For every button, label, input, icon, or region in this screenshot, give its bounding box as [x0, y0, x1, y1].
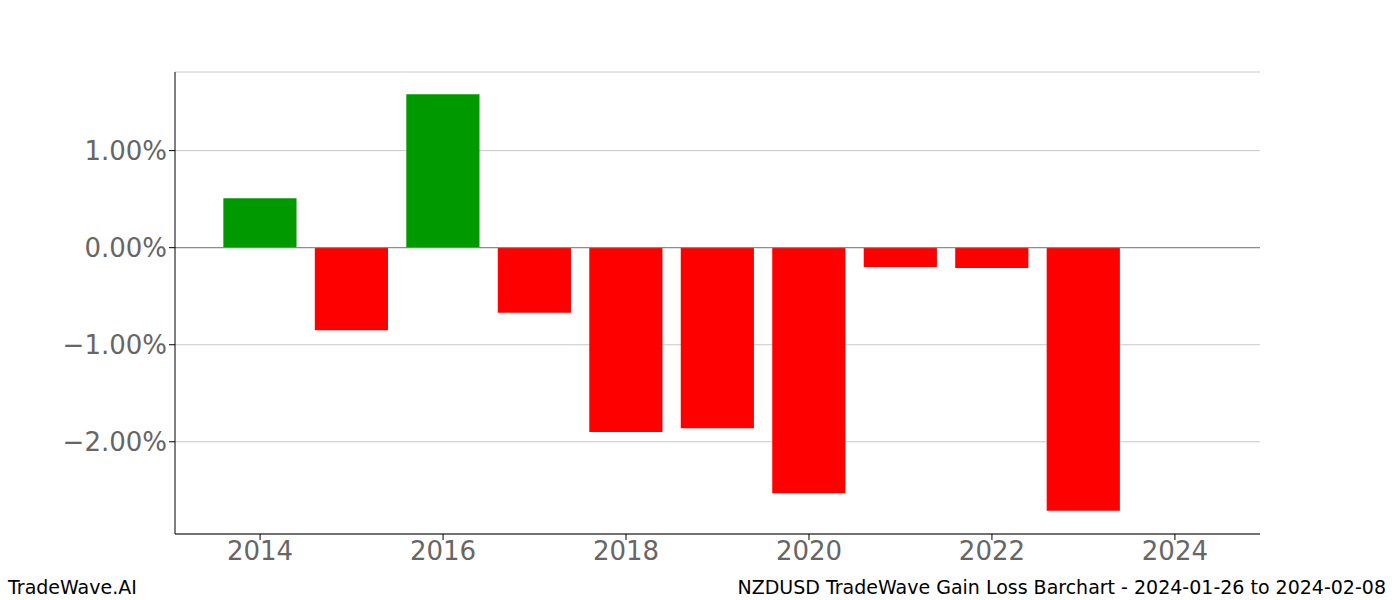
svg-text:2024: 2024 [1142, 536, 1208, 566]
svg-text:−1.00%: −1.00% [63, 330, 167, 360]
svg-text:0.00%: 0.00% [84, 233, 167, 263]
html-text:NZDUSD TradeWave Gain Loss Bar: NZDUSD TradeWave Gain Loss Barchart - 20… [737, 576, 1386, 598]
svg-text:2020: 2020 [776, 536, 842, 566]
html-text:TradeWave.AI: TradeWave.AI [8, 576, 137, 598]
svg-text:2022: 2022 [959, 536, 1025, 566]
svg-text:2016: 2016 [410, 536, 476, 566]
svg-text:−2.00%: −2.00% [63, 427, 167, 457]
svg-text:2018: 2018 [593, 536, 659, 566]
svg-text:2014: 2014 [227, 536, 293, 566]
svg-text:1.00%: 1.00% [84, 136, 167, 166]
